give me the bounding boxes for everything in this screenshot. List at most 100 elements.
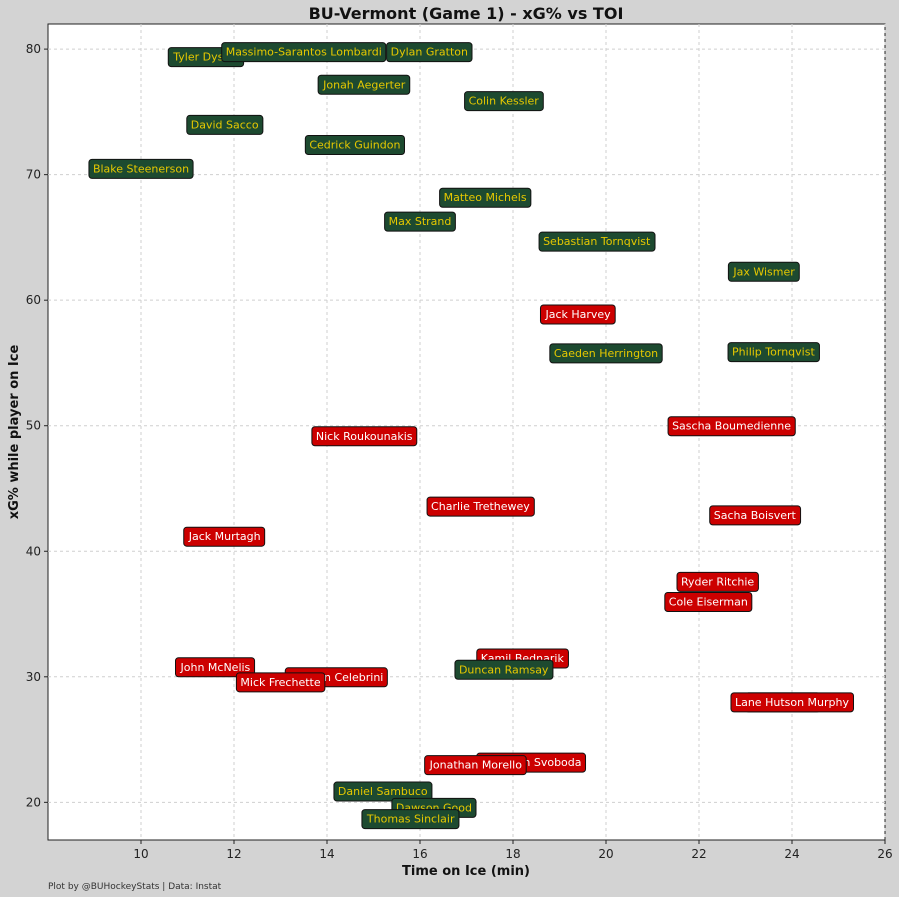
player-label-box [186, 114, 264, 135]
y-tick-label: 60 [26, 293, 41, 307]
y-tick-label: 50 [26, 419, 41, 433]
axis-ticks: 10 12 14 16 18 20 22 24 26 20 30 40 50 60 70 80 [26, 42, 893, 861]
player-label: Jack Harvey [544, 308, 611, 321]
player-label-box [464, 91, 544, 112]
player-point: Lane Hutson Murphy [730, 692, 855, 713]
player-label-box [386, 42, 473, 63]
player-label: Nick Roukounakis [316, 430, 413, 443]
x-tick-label: 16 [412, 847, 427, 861]
y-tick-label: 30 [26, 670, 41, 684]
x-tick-label: 22 [691, 847, 706, 861]
player-label: Charlie Trethewey [431, 500, 530, 513]
player-label-box [426, 496, 535, 517]
player-point: John McNelis [175, 657, 256, 678]
player-label: Jax Wismer [732, 265, 795, 278]
player-label: Sacha Boisvert [714, 509, 797, 522]
player-label: Caeden Herrington [554, 347, 658, 360]
player-label: Daniel Sambuco [338, 785, 428, 798]
y-axis-label: xG% while player on Ice [7, 345, 22, 520]
player-label-box [304, 135, 405, 156]
player-label: Cole Eiserman [669, 595, 748, 608]
player-point: Dylan Gratton [386, 42, 473, 63]
player-point: Duncan Ramsay [454, 659, 554, 680]
player-point: Philip Tornqvist [727, 342, 820, 363]
player-label-box [539, 304, 616, 325]
player-label-box [676, 571, 759, 592]
player-label-box [235, 672, 326, 693]
player-point: Jonah Aegerter [317, 74, 411, 95]
player-point: Jonathan Morello [424, 755, 527, 776]
player-point: Ryder Ritchie [676, 571, 759, 592]
player-label: Matteo Michels [444, 191, 527, 204]
player-label: Dylan Gratton [391, 46, 468, 59]
player-label: Thomas Sinclair [366, 813, 455, 826]
player-label-box [183, 526, 266, 547]
player-label: Sebastian Tornqvist [543, 235, 651, 248]
player-label: Ryder Ritchie [681, 575, 754, 588]
player-label-box [439, 187, 532, 208]
player-label: Philip Tornqvist [732, 346, 815, 359]
player-point: Sascha Boumedienne [667, 416, 796, 437]
player-label-box [384, 211, 456, 232]
player-point: Mick Frechette [235, 672, 326, 693]
player-point: Jax Wismer [727, 261, 800, 282]
player-label-box [333, 781, 433, 802]
player-label-box [88, 158, 194, 179]
y-tick-label: 20 [26, 795, 41, 809]
player-point: Blake Steenerson [88, 158, 194, 179]
player-point: Thomas Sinclair [361, 809, 460, 830]
player-point: Caeden Herrington [549, 343, 663, 364]
player-label-box [709, 505, 802, 526]
player-label-box [311, 426, 418, 447]
y-tick-label: 80 [26, 42, 41, 56]
player-point: Matteo Michels [439, 187, 532, 208]
player-point: Sebastian Tornqvist [538, 231, 656, 252]
player-point: Daniel Sambuco [333, 781, 433, 802]
player-label-box [538, 231, 656, 252]
player-label-box [424, 755, 527, 776]
y-tick-label: 70 [26, 168, 41, 182]
player-label: Lane Hutson Murphy [735, 696, 850, 709]
player-label-box [221, 42, 387, 63]
player-label: Mick Frechette [240, 676, 320, 689]
x-tick-label: 18 [505, 847, 520, 861]
player-label-box [549, 343, 663, 364]
player-point: Charlie Trethewey [426, 496, 535, 517]
player-label: Jonah Aegerter [322, 78, 406, 91]
player-label: Jonathan Morello [429, 759, 523, 772]
player-point: Nick Roukounakis [311, 426, 418, 447]
player-point: Jack Harvey [539, 304, 616, 325]
player-point: Jack Murtagh [183, 526, 266, 547]
player-label: Cedrick Guindon [309, 139, 400, 152]
player-label: Sascha Boumedienne [672, 420, 791, 433]
player-point: Massimo-Sarantos Lombardi [221, 42, 387, 63]
player-point: David Sacco [186, 114, 264, 135]
player-label: Colin Kessler [469, 95, 540, 108]
player-label-box [730, 692, 855, 713]
player-label-box [454, 659, 554, 680]
chart-title: BU-Vermont (Game 1) - xG% vs TOI [309, 4, 624, 23]
player-point: Cole Eiserman [664, 591, 753, 612]
player-label-box [667, 416, 796, 437]
player-label: Duncan Ramsay [459, 663, 549, 676]
player-label: Massimo-Sarantos Lombardi [226, 46, 382, 59]
player-label-box [361, 809, 460, 830]
footer-credit: Plot by @BUHockeyStats | Data: Instat [48, 882, 222, 892]
player-label: David Sacco [191, 118, 259, 131]
player-label: Jack Murtagh [188, 530, 261, 543]
player-label-box [175, 657, 256, 678]
player-label-box [727, 342, 820, 363]
player-label: John McNelis [180, 661, 251, 674]
x-tick-label: 24 [784, 847, 799, 861]
player-label-box [317, 74, 411, 95]
player-point: Max Strand [384, 211, 456, 232]
x-tick-label: 26 [877, 847, 892, 861]
x-tick-label: 10 [133, 847, 148, 861]
player-label-box [727, 261, 800, 282]
player-point: Colin Kessler [464, 91, 544, 112]
player-label: Blake Steenerson [93, 162, 189, 175]
player-point: Cedrick Guindon [304, 135, 405, 156]
player-point: Sacha Boisvert [709, 505, 802, 526]
